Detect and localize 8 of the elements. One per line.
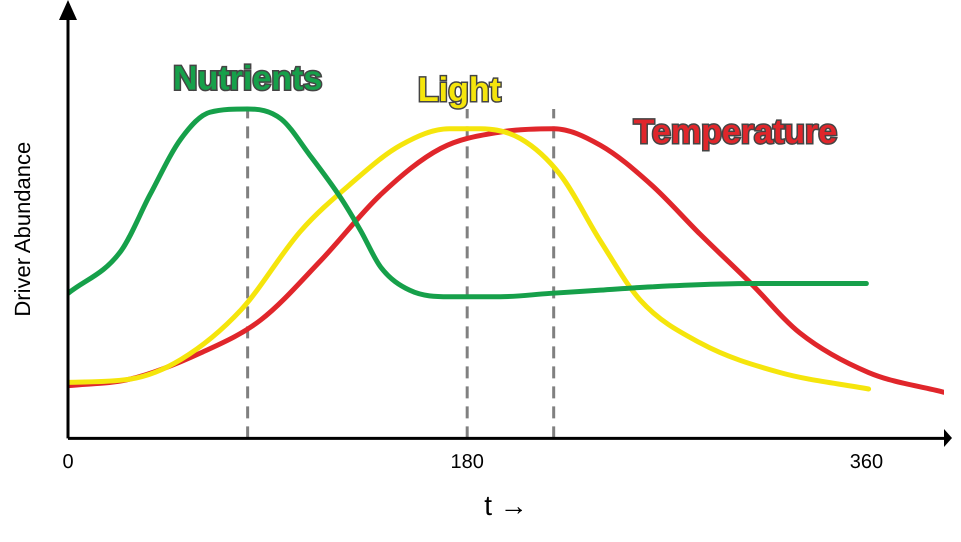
x-tick-label: 0	[62, 450, 74, 473]
x-axis-title: t →	[484, 490, 528, 521]
series-label: Temperature	[634, 113, 838, 152]
series-label: Light	[418, 71, 501, 110]
x-tick-label: 360	[850, 450, 884, 473]
series-label: Nutrients	[173, 59, 322, 98]
y-axis-title: Driver Abundance	[10, 142, 35, 317]
x-tick-label: 180	[450, 450, 484, 473]
